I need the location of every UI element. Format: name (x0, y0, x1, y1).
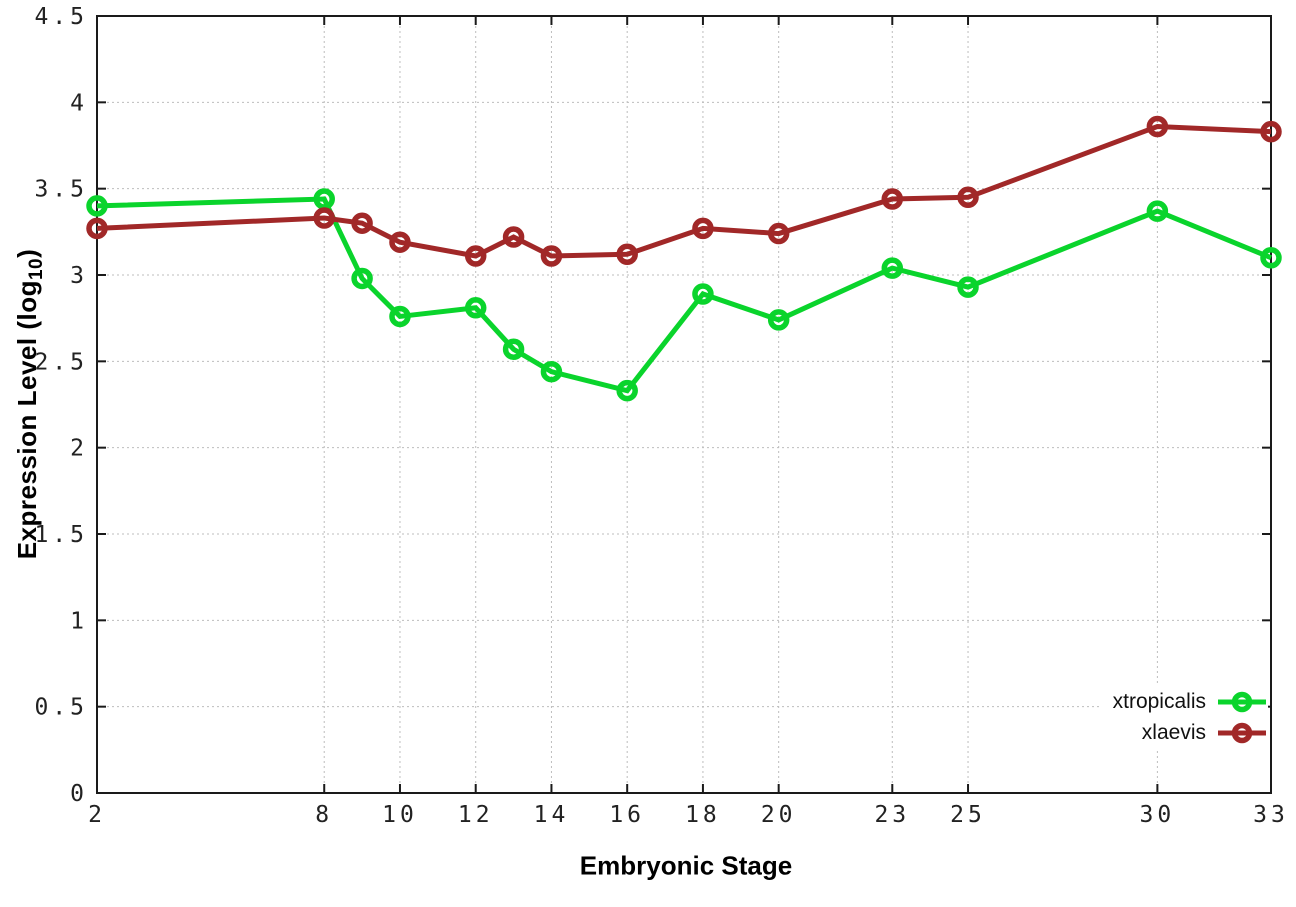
data-point-xtropicalis (1260, 246, 1282, 269)
x-tick-label: 10 (382, 802, 418, 828)
y-axis-title-close: ) (11, 248, 42, 258)
y-tick-label: 1 (70, 608, 88, 634)
data-point-xtropicalis (86, 195, 108, 217)
data-point-xtropicalis (692, 283, 714, 305)
x-tick-label: 12 (458, 802, 494, 828)
data-point-xtropicalis (767, 309, 790, 331)
data-point-xlaevis (881, 188, 904, 210)
data-point-xlaevis (616, 243, 638, 266)
x-tick-label: 33 (1253, 802, 1289, 828)
gridlines (96, 15, 1272, 794)
x-tick-label: 2 (88, 802, 106, 828)
x-tick-label: 20 (761, 802, 797, 828)
x-axis-title: Embryonic Stage (579, 850, 793, 881)
data-point-xlaevis (313, 207, 335, 229)
x-tick-label: 18 (685, 802, 721, 828)
data-point-xtropicalis (881, 257, 904, 279)
y-axis-title-subscript: 10 (26, 257, 48, 281)
data-point-xtropicalis (502, 338, 525, 360)
legend-sample-marker (1218, 722, 1266, 743)
x-tick-label: 25 (950, 802, 986, 828)
x-tick-label: 8 (315, 802, 333, 828)
x-tick-label: 16 (609, 802, 645, 828)
data-point-xlaevis (540, 245, 563, 267)
legend: xtropicalis xlaevis (1098, 686, 1268, 748)
plot-border (96, 15, 1272, 794)
legend-item-xtropicalis: xtropicalis (1113, 688, 1266, 715)
data-point-xtropicalis (389, 305, 411, 328)
data-point-xtropicalis (1146, 200, 1169, 222)
x-tick-label: 23 (874, 802, 910, 828)
series-xtropicalis (86, 188, 1282, 402)
data-point-xlaevis (464, 245, 487, 267)
x-tick-label: 14 (534, 802, 570, 828)
y-tick-label: 3.5 (34, 177, 88, 203)
data-point-xtropicalis (313, 188, 335, 210)
y-axis-title: Expression Level (log10) (12, 249, 48, 560)
y-tick-label: 0 (70, 781, 88, 807)
data-point-xlaevis (502, 226, 525, 248)
y-tick-label: 2 (70, 436, 88, 462)
y-tick-label: 4.5 (34, 4, 88, 30)
series-line-xtropicalis (96, 196, 1272, 394)
legend-label: xlaevis (1141, 720, 1206, 744)
data-point-xtropicalis (957, 276, 979, 298)
tick-marks (96, 15, 1272, 794)
y-tick-label: 0.5 (34, 695, 88, 721)
y-axis-title-main: Expression Level (log (11, 280, 42, 560)
data-point-xlaevis (957, 186, 979, 209)
legend-item-xlaevis: xlaevis (1113, 719, 1266, 746)
data-point-xlaevis (351, 212, 373, 234)
series-xlaevis (86, 115, 1282, 267)
data-point-xlaevis (692, 217, 714, 240)
legend-label: xtropicalis (1112, 689, 1206, 713)
data-point-xtropicalis (464, 297, 487, 319)
y-tick-label: 3 (70, 263, 88, 289)
tick-labels: 2 8 10 12 14 16 18 20 23 25 30 33 0 0.5 1 1.5 2 2.5 3 3.5 4 4… (34, 4, 1289, 828)
x-tick-label: 30 (1140, 802, 1176, 828)
y-tick-label: 2.5 (34, 349, 88, 375)
data-point-xtropicalis (540, 360, 563, 383)
y-tick-label: 1.5 (34, 522, 88, 548)
y-tick-label: 4 (70, 90, 88, 116)
data-point-xtropicalis (616, 379, 638, 402)
legend-sample-marker (1218, 691, 1266, 712)
data-point-xlaevis (389, 231, 411, 253)
data-point-xlaevis (86, 217, 108, 240)
data-point-xlaevis (1260, 120, 1282, 143)
data-point-xlaevis (767, 222, 790, 245)
data-point-xlaevis (1146, 115, 1169, 138)
data-point-xtropicalis (351, 267, 373, 290)
